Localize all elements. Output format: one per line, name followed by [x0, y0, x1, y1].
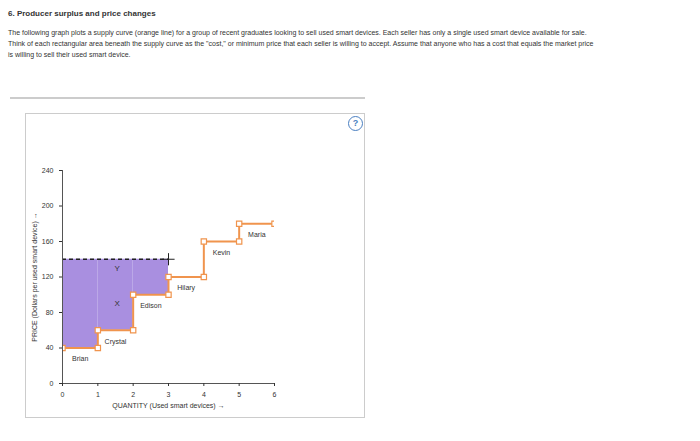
html-text:6. Producer surplus and price: 6. Producer surplus and price changes	[8, 9, 156, 18]
svg-text:0: 0	[61, 391, 65, 398]
svg-text:3: 3	[167, 391, 171, 398]
svg-text:160: 160	[42, 238, 54, 245]
svg-text:Hilary: Hilary	[177, 284, 195, 292]
svg-text:6: 6	[273, 391, 277, 398]
svg-text:Y: Y	[115, 264, 121, 273]
svg-text:Brian: Brian	[72, 355, 88, 362]
svg-text:80: 80	[46, 309, 54, 316]
svg-text:40: 40	[46, 344, 54, 351]
svg-text:0: 0	[50, 380, 54, 387]
svg-text:1: 1	[96, 391, 100, 398]
svg-text:120: 120	[42, 273, 54, 280]
html-text:The following graph plots a su: The following graph plots a supply curve…	[8, 29, 594, 58]
svg-text:X: X	[115, 299, 121, 308]
svg-text:200: 200	[42, 202, 54, 209]
svg-text:240: 240	[42, 167, 54, 174]
svg-text:PRICE (Dollars per used smart: PRICE (Dollars per used smart device) →	[31, 212, 39, 342]
svg-text:5: 5	[237, 391, 241, 398]
svg-text:Maria: Maria	[248, 231, 266, 238]
svg-text:2: 2	[131, 391, 135, 398]
svg-text:QUANTITY (Used smart devices): QUANTITY (Used smart devices) →	[112, 402, 224, 410]
svg-text:Edison: Edison	[140, 302, 162, 309]
svg-text:4: 4	[202, 391, 206, 398]
svg-text:Kevin: Kevin	[213, 249, 231, 256]
svg-text:Crystal: Crystal	[105, 337, 127, 345]
